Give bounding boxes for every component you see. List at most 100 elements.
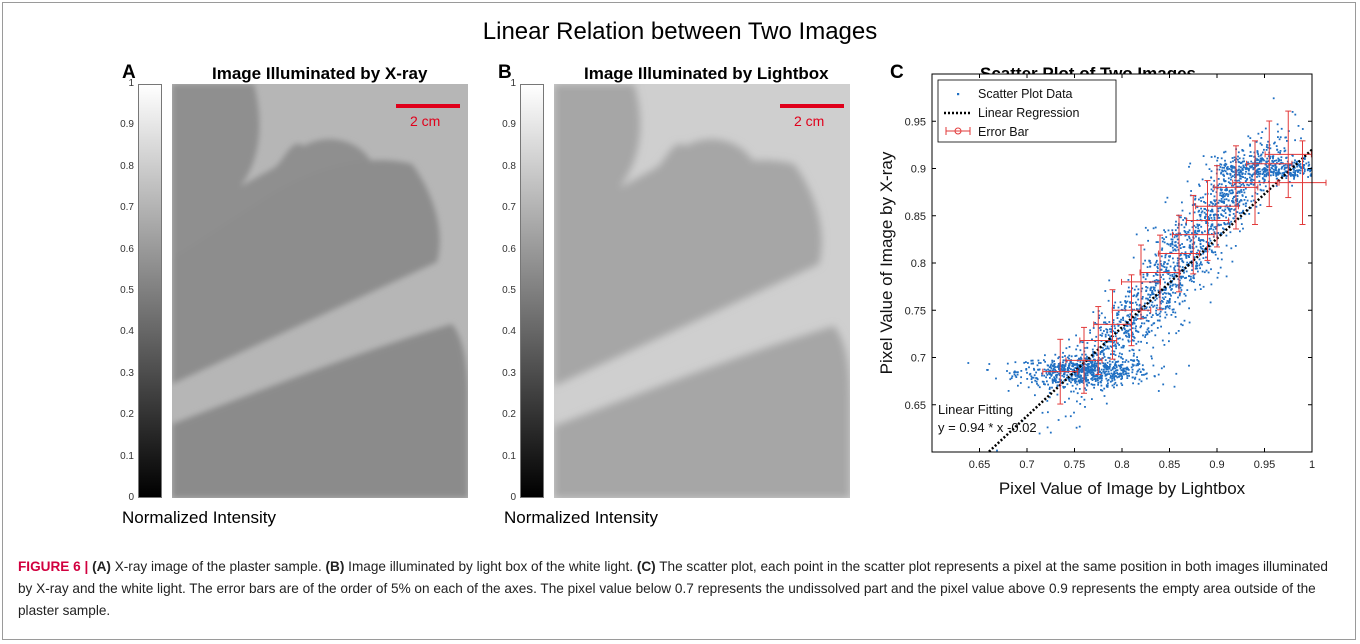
- scatter-point: [1074, 377, 1077, 380]
- scatter-point: [1045, 372, 1048, 374]
- scatter-point: [1173, 276, 1176, 279]
- scatter-point: [1225, 216, 1227, 219]
- scatter-point: [1294, 172, 1296, 175]
- scatter-point: [1104, 373, 1107, 376]
- scatter-point: [1165, 292, 1167, 295]
- scatter-point: [1273, 142, 1275, 145]
- scatter-point: [1261, 173, 1264, 175]
- scatter-point: [1199, 267, 1201, 270]
- scatter-point: [1220, 258, 1223, 261]
- scatter-point: [1236, 199, 1238, 202]
- scatter-point: [1208, 218, 1211, 221]
- scatter-point: [1161, 249, 1163, 251]
- scatter-point: [1190, 190, 1192, 192]
- scatter-point: [1181, 275, 1184, 278]
- scatter-point: [1120, 304, 1123, 306]
- scatter-point: [1169, 233, 1172, 236]
- scatter-point: [1143, 248, 1146, 251]
- scatter-point: [1267, 171, 1269, 174]
- scatter-point: [1209, 201, 1212, 203]
- scatter-points: [967, 97, 1313, 452]
- panel-c-letter: C: [890, 62, 904, 83]
- scatter-point: [1174, 244, 1177, 247]
- scatter-point: [1252, 163, 1255, 166]
- scatter-point: [1113, 350, 1116, 353]
- scatter-point: [1195, 253, 1198, 255]
- scatter-point: [1242, 203, 1245, 206]
- scatter-point: [1151, 292, 1154, 295]
- scatter-point: [1210, 268, 1212, 271]
- scatter-point: [1304, 158, 1306, 160]
- scatter-point: [1292, 171, 1295, 174]
- scatter-point: [1086, 366, 1089, 369]
- scatter-point: [1259, 142, 1262, 145]
- scatter-point: [1161, 299, 1163, 302]
- scatter-point: [1080, 358, 1083, 360]
- scatter-point: [1224, 150, 1227, 153]
- scatter-point: [1154, 284, 1157, 287]
- scatter-point: [1178, 216, 1181, 218]
- scatter-point: [1219, 266, 1222, 269]
- scatter-point: [1103, 368, 1105, 371]
- scatter-point: [1215, 227, 1217, 230]
- scatter-point: [1175, 249, 1177, 252]
- scatter-point: [1298, 169, 1301, 171]
- scatter-point: [1159, 315, 1162, 318]
- scatter-point: [1068, 338, 1070, 341]
- scatter-point: [1195, 226, 1197, 229]
- scatter-point: [1064, 359, 1067, 362]
- scatter-point: [1212, 203, 1214, 205]
- scatter-point: [1202, 257, 1205, 259]
- scatter-point: [1172, 257, 1174, 260]
- scatter-point: [1100, 389, 1102, 391]
- scatter-point: [1019, 382, 1022, 384]
- scatter-point: [1198, 258, 1201, 261]
- scatter-point: [1156, 304, 1158, 307]
- scatter-point: [1057, 419, 1060, 421]
- caption-figure-label: FIGURE 6 |: [18, 559, 89, 574]
- scatter-point: [1107, 334, 1110, 336]
- scatter-point: [1164, 296, 1167, 298]
- scatter-point: [1179, 275, 1181, 278]
- scatter-point: [1224, 162, 1227, 165]
- caption-b-label: (B): [325, 559, 345, 574]
- scatter-point: [1226, 172, 1228, 175]
- scatter-point: [1117, 337, 1119, 340]
- scatter-point: [1062, 351, 1064, 354]
- scatter-point: [1094, 375, 1097, 378]
- figure-caption: FIGURE 6 | (A) X-ray image of the plaste…: [18, 556, 1340, 622]
- scatter-point: [1205, 240, 1208, 243]
- scatter-point: [1108, 366, 1110, 369]
- scatter-point: [1201, 270, 1204, 273]
- scatter-point: [1081, 369, 1084, 372]
- scatter-point: [1113, 373, 1116, 376]
- scatter-point: [1223, 180, 1226, 182]
- scatter-point: [1210, 210, 1213, 213]
- scatter-point: [1171, 243, 1174, 246]
- scatter-point: [1122, 367, 1125, 370]
- scatter-point: [1175, 332, 1178, 335]
- scatter-point: [1219, 192, 1222, 194]
- scatter-point: [1168, 340, 1170, 343]
- scatter-point: [1238, 182, 1241, 185]
- scatter-point: [1222, 178, 1225, 181]
- scatter-point: [1116, 312, 1118, 315]
- scatter-point: [1116, 331, 1118, 334]
- scatter-point: [1231, 260, 1234, 263]
- scatter-point: [1280, 167, 1283, 170]
- scatter-point: [1103, 330, 1105, 332]
- scatter-point: [1103, 387, 1106, 390]
- scatter-point: [1016, 373, 1019, 376]
- scatter-point: [1092, 371, 1094, 374]
- scatter-point: [1115, 375, 1117, 378]
- scatter-point: [1137, 298, 1140, 301]
- scatter-point: [1184, 217, 1186, 219]
- scatter-point: [1094, 377, 1097, 380]
- scatter-point: [1113, 290, 1116, 293]
- scatter-point: [1225, 244, 1228, 247]
- scatter-point: [1112, 321, 1115, 324]
- scatter-point: [1191, 265, 1194, 268]
- scatter-point: [1171, 288, 1173, 290]
- scatter-point: [1094, 322, 1096, 324]
- scatter-point: [1123, 327, 1125, 329]
